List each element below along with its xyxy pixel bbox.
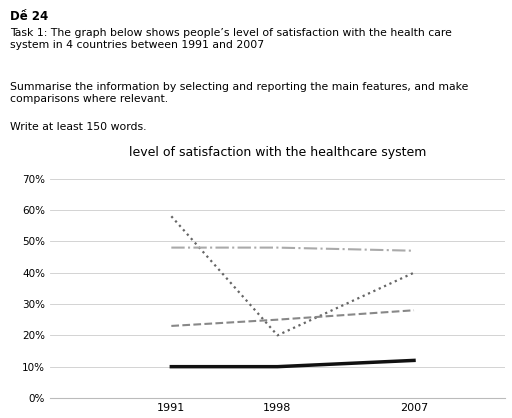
Text: Task 1: The graph below shows people’s level of satisfaction with the health car: Task 1: The graph below shows people’s l… [10, 28, 452, 50]
Text: Summarise the information by selecting and reporting the main features, and make: Summarise the information by selecting a… [10, 82, 468, 104]
Text: Write at least 150 words.: Write at least 150 words. [10, 122, 146, 132]
Title: level of satisfaction with the healthcare system: level of satisfaction with the healthcar… [129, 146, 426, 159]
Text: Dề 24: Dề 24 [10, 10, 48, 23]
